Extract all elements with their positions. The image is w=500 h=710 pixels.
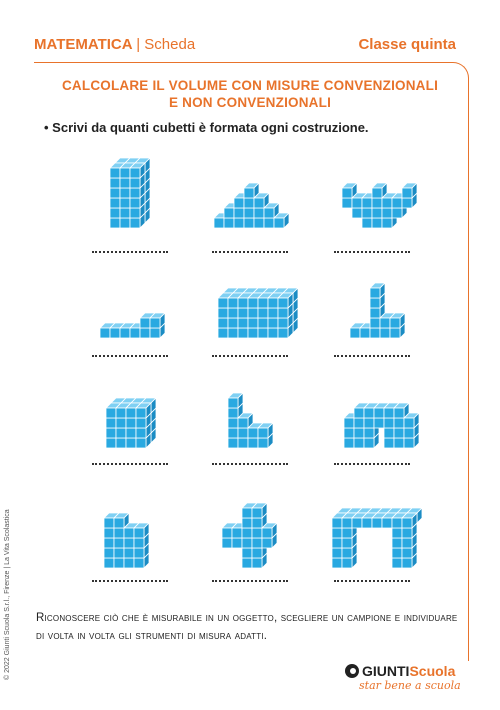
answer-line-2[interactable] bbox=[212, 251, 288, 253]
answer-line-9[interactable] bbox=[334, 463, 410, 465]
subject-label: MATEMATICA bbox=[34, 36, 133, 53]
construction-9-arch bbox=[343, 402, 420, 449]
answer-line-4[interactable] bbox=[92, 355, 168, 357]
logo-name-part1: GIUNTI bbox=[362, 663, 410, 679]
answer-line-6[interactable] bbox=[334, 355, 410, 357]
class-label: Classe quinta bbox=[358, 36, 456, 53]
answer-line-5[interactable] bbox=[212, 355, 288, 357]
construction-10-block bbox=[103, 512, 150, 569]
copyright-text: © 2022 Giunti Scuola S.r.l., Firenze | L… bbox=[4, 509, 11, 680]
construction-2-stairs bbox=[213, 182, 290, 229]
construction-12-table bbox=[331, 507, 423, 569]
construction-1-tower bbox=[109, 157, 151, 229]
separator: | bbox=[136, 36, 141, 53]
construction-7-cube bbox=[105, 397, 157, 449]
logo-tagline: star bene a scuola bbox=[359, 679, 461, 692]
answer-line-10[interactable] bbox=[92, 580, 168, 582]
construction-3-irregular bbox=[341, 182, 418, 229]
answer-line-12[interactable] bbox=[334, 580, 410, 582]
learning-objective-text: Riconoscere ciò che è misurabile in un o… bbox=[36, 612, 458, 642]
content-frame bbox=[34, 62, 469, 661]
answer-line-11[interactable] bbox=[212, 580, 288, 582]
logo-name-part2: Scuola bbox=[409, 663, 456, 679]
giunti-logo-icon bbox=[345, 664, 359, 678]
construction-6-column bbox=[349, 282, 406, 339]
construction-5-box bbox=[217, 287, 299, 339]
construction-4-l-shape bbox=[99, 312, 166, 339]
publisher-logo: GIUNTI Scuola star bene a scuola bbox=[345, 663, 461, 692]
answer-line-8[interactable] bbox=[212, 463, 288, 465]
construction-11-cross bbox=[221, 502, 278, 569]
sheet-type-label: Scheda bbox=[144, 36, 196, 53]
answer-line-3[interactable] bbox=[334, 251, 410, 253]
instruction-text: • Scrivi da quanti cubetti è formata ogn… bbox=[44, 120, 369, 135]
answer-line-1[interactable] bbox=[92, 251, 168, 253]
construction-8-step bbox=[227, 392, 274, 449]
header-subject: MATEMATICA | Scheda bbox=[34, 36, 195, 53]
page-title: CALCOLARE IL VOLUME CON MISURE CONVENZIO… bbox=[40, 77, 460, 111]
title-line-1: CALCOLARE IL VOLUME CON MISURE CONVENZIO… bbox=[61, 78, 439, 93]
title-line-2: E NON CONVENZIONALI bbox=[168, 95, 332, 110]
answer-line-7[interactable] bbox=[92, 463, 168, 465]
